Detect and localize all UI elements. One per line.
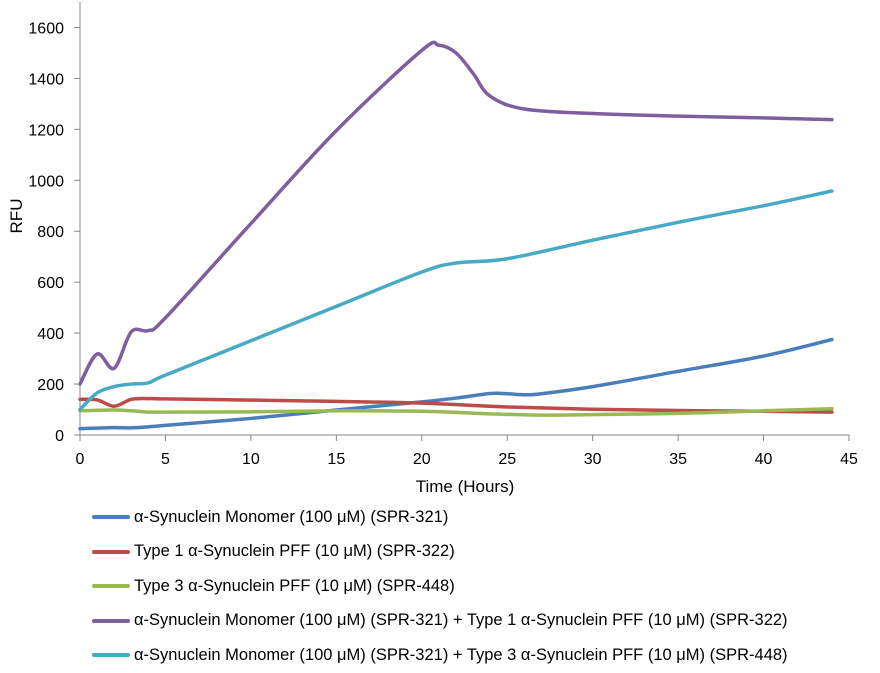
y-tick-label: 0 bbox=[55, 428, 64, 445]
legend-swatch bbox=[92, 549, 130, 554]
legend-label: Type 1 α-Synuclein PFF (10 μM) (SPR-322) bbox=[134, 542, 455, 561]
legend-label: Type 3 α-Synuclein PFF (10 μM) (SPR-448) bbox=[134, 576, 455, 595]
y-axis-title: RFU bbox=[7, 199, 26, 234]
legend-label: α-Synuclein Monomer (100 μM) (SPR-321) +… bbox=[134, 645, 788, 664]
series-layer bbox=[78, 40, 834, 431]
x-tick-label: 0 bbox=[76, 451, 85, 468]
legend-label: α-Synuclein Monomer (100 μM) (SPR-321) bbox=[134, 507, 449, 526]
legend-swatch bbox=[92, 515, 130, 520]
legend-swatch bbox=[92, 584, 130, 589]
series-line-5 bbox=[78, 189, 834, 412]
y-tick-label: 600 bbox=[37, 275, 64, 292]
y-tick-label: 1200 bbox=[28, 122, 64, 139]
x-axis-ticks: 0 5 10 15 20 25 30 35 40 45 bbox=[76, 435, 858, 468]
chart-legend: α-Synuclein Monomer (100 μM) (SPR-321) Ty… bbox=[92, 500, 788, 673]
x-tick-label: 45 bbox=[840, 451, 858, 468]
legend-item-2: Type 1 α-Synuclein PFF (10 μM) (SPR-322) bbox=[92, 535, 788, 570]
plot-area bbox=[79, 2, 849, 436]
y-tick-label: 1000 bbox=[28, 173, 64, 190]
legend-item-3: Type 3 α-Synuclein PFF (10 μM) (SPR-448) bbox=[92, 569, 788, 604]
x-axis-title: Time (Hours) bbox=[416, 477, 515, 496]
legend-swatch bbox=[92, 653, 130, 658]
series-line-3 bbox=[78, 407, 834, 417]
series-line-4 bbox=[78, 40, 834, 386]
x-tick-label: 30 bbox=[584, 451, 602, 468]
legend-label: α-Synuclein Monomer (100 μM) (SPR-321) +… bbox=[134, 611, 788, 630]
x-tick-label: 25 bbox=[498, 451, 516, 468]
x-tick-label: 20 bbox=[413, 451, 431, 468]
legend-item-1: α-Synuclein Monomer (100 μM) (SPR-321) bbox=[92, 500, 788, 535]
series-line-2 bbox=[78, 396, 834, 414]
legend-item-5: α-Synuclein Monomer (100 μM) (SPR-321) +… bbox=[92, 638, 788, 673]
y-tick-label: 800 bbox=[37, 224, 64, 241]
x-tick-label: 15 bbox=[327, 451, 345, 468]
series-line-1 bbox=[78, 337, 834, 431]
y-tick-label: 400 bbox=[37, 326, 64, 343]
legend-swatch bbox=[92, 618, 130, 623]
y-tick-label: 1600 bbox=[28, 20, 64, 37]
x-tick-label: 5 bbox=[161, 451, 170, 468]
y-tick-label: 200 bbox=[37, 377, 64, 394]
legend-item-4: α-Synuclein Monomer (100 μM) (SPR-321) +… bbox=[92, 604, 788, 639]
x-tick-label: 35 bbox=[669, 451, 687, 468]
line-chart: 0 5 10 15 20 25 30 35 40 45 0 200 400 600 800 1000 1200… bbox=[7, 2, 858, 496]
x-tick-label: 40 bbox=[755, 451, 773, 468]
y-tick-label: 1400 bbox=[28, 71, 64, 88]
x-tick-label: 10 bbox=[242, 451, 260, 468]
y-axis-ticks: 0 200 400 600 800 1000 1200 1400 1600 bbox=[28, 20, 80, 445]
